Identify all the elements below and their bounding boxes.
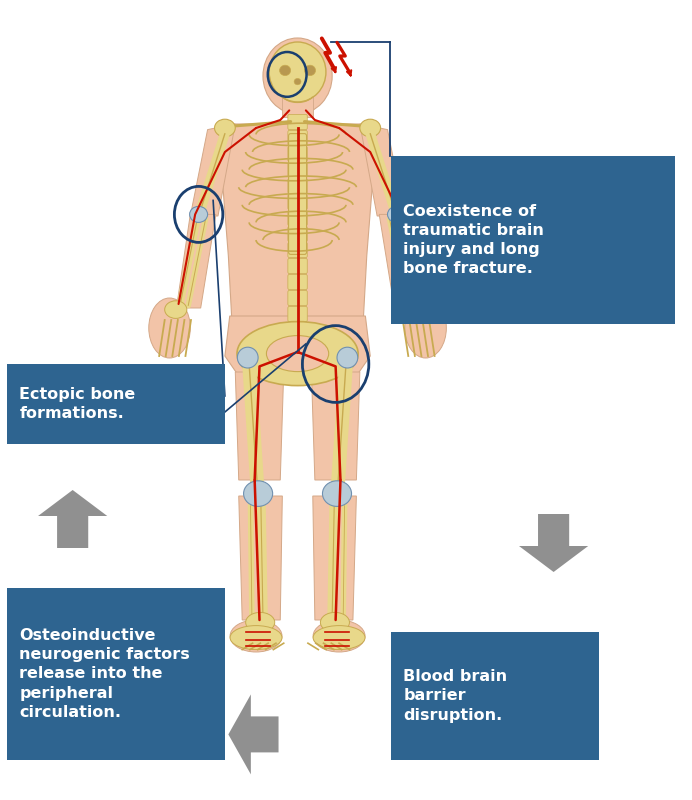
Polygon shape xyxy=(225,316,370,376)
Ellipse shape xyxy=(244,481,273,506)
FancyBboxPatch shape xyxy=(7,588,225,760)
FancyBboxPatch shape xyxy=(288,146,307,162)
Ellipse shape xyxy=(215,119,235,137)
Polygon shape xyxy=(311,372,360,480)
Ellipse shape xyxy=(313,620,365,652)
Ellipse shape xyxy=(269,42,326,102)
Polygon shape xyxy=(239,496,282,620)
Polygon shape xyxy=(360,124,405,216)
Text: Ectopic bone
formations.: Ectopic bone formations. xyxy=(19,387,136,421)
Polygon shape xyxy=(38,490,107,548)
FancyBboxPatch shape xyxy=(289,134,307,254)
Ellipse shape xyxy=(294,78,301,85)
Ellipse shape xyxy=(230,626,282,650)
FancyBboxPatch shape xyxy=(288,242,307,258)
Ellipse shape xyxy=(165,301,187,318)
FancyBboxPatch shape xyxy=(391,156,675,324)
FancyBboxPatch shape xyxy=(288,226,307,242)
FancyBboxPatch shape xyxy=(288,274,307,290)
Polygon shape xyxy=(519,514,588,572)
Ellipse shape xyxy=(280,65,291,76)
FancyBboxPatch shape xyxy=(288,194,307,210)
Polygon shape xyxy=(313,496,356,620)
Ellipse shape xyxy=(313,626,365,650)
Ellipse shape xyxy=(408,301,430,318)
Ellipse shape xyxy=(322,481,352,506)
Text: Coexistence of
traumatic brain
injury and long
bone fracture.: Coexistence of traumatic brain injury an… xyxy=(403,204,545,276)
FancyBboxPatch shape xyxy=(288,178,307,194)
Ellipse shape xyxy=(388,206,406,222)
Polygon shape xyxy=(176,214,216,308)
FancyBboxPatch shape xyxy=(391,632,599,760)
Polygon shape xyxy=(235,372,284,480)
Ellipse shape xyxy=(320,613,349,632)
Ellipse shape xyxy=(360,119,381,137)
Ellipse shape xyxy=(246,613,275,632)
Ellipse shape xyxy=(230,620,282,652)
Ellipse shape xyxy=(304,65,316,76)
FancyBboxPatch shape xyxy=(282,85,313,117)
FancyBboxPatch shape xyxy=(288,306,307,322)
Ellipse shape xyxy=(149,298,190,358)
Text: Blood brain
barrier
disruption.: Blood brain barrier disruption. xyxy=(403,670,507,722)
FancyBboxPatch shape xyxy=(288,114,307,130)
Ellipse shape xyxy=(190,206,208,222)
FancyBboxPatch shape xyxy=(288,130,307,146)
Polygon shape xyxy=(218,124,377,320)
Ellipse shape xyxy=(266,336,329,371)
Polygon shape xyxy=(379,214,419,308)
Ellipse shape xyxy=(263,38,332,114)
FancyBboxPatch shape xyxy=(288,210,307,226)
Ellipse shape xyxy=(405,298,446,358)
Ellipse shape xyxy=(237,322,358,386)
Ellipse shape xyxy=(237,347,258,368)
Polygon shape xyxy=(190,124,235,216)
FancyBboxPatch shape xyxy=(7,364,225,444)
Polygon shape xyxy=(228,694,278,774)
Text: Osteoinductive
neurogenic factors
release into the
peripheral
circulation.: Osteoinductive neurogenic factors releas… xyxy=(19,628,190,720)
Ellipse shape xyxy=(337,347,358,368)
FancyBboxPatch shape xyxy=(288,290,307,306)
FancyBboxPatch shape xyxy=(288,258,307,274)
FancyBboxPatch shape xyxy=(288,162,307,178)
